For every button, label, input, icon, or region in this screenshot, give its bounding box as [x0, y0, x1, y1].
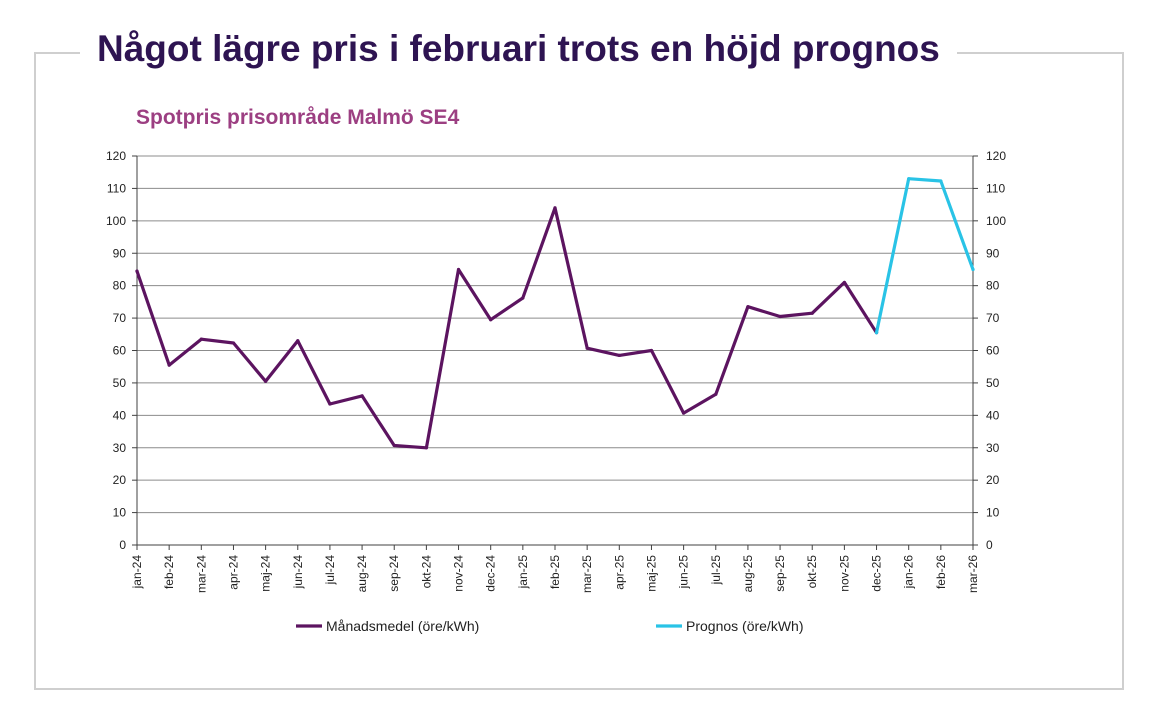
data-point: 30.7	[392, 443, 396, 448]
y-tick-label-right: 50	[986, 376, 1000, 390]
x-tick-label: apr-24	[226, 555, 240, 590]
x-tick-label: okt-25	[805, 555, 819, 589]
x-tick-label: nov-25	[837, 555, 851, 592]
x-tick-label: feb-25	[548, 555, 562, 589]
y-tick-label-right: 120	[986, 149, 1006, 163]
data-point: 60.7	[585, 346, 589, 350]
y-axis-right: 0 10 20 30 40 50 60 70 80 90 100 110 120	[986, 149, 1006, 552]
x-tick-label: jun-24	[291, 555, 305, 590]
x-tick-label: jan-24	[130, 555, 144, 590]
y-tick-label-right: 20	[986, 473, 1000, 487]
series-lines: 84.5 55.5 63.5 62.3 50.5 63 43.5 46 30.7 30 85 69.5…	[135, 177, 975, 450]
data-point: 104	[553, 206, 557, 210]
data-point: 46	[360, 394, 364, 398]
data-point: 60	[649, 348, 654, 353]
data-point: 40.7	[682, 411, 686, 415]
x-tick-label: mar-25	[580, 555, 594, 593]
y-tick-label-right: 80	[986, 279, 1000, 293]
x-tick-label: aug-25	[741, 555, 755, 593]
data-point: 112.3	[939, 179, 943, 183]
data-point: 65.5	[874, 331, 879, 335]
x-axis: jan-24 feb-24 mar-24 apr-24 maj-24 jun-24 jul-…	[130, 555, 980, 593]
y-tick-label-left: 120	[106, 149, 126, 163]
x-tick-label: sep-24	[387, 555, 401, 592]
data-point: 63.5	[199, 337, 203, 341]
data-point: 76.2	[521, 296, 525, 300]
x-tick-label: mar-26	[966, 555, 980, 593]
data-point: 69.5	[489, 318, 493, 322]
data-point: 62.3	[231, 341, 236, 345]
y-tick-label-left: 50	[113, 376, 127, 390]
data-point: 73.5	[746, 305, 750, 309]
data-point: 55.5	[167, 363, 171, 367]
y-tick-label-right: 30	[986, 441, 1000, 455]
x-tick-label: feb-24	[162, 555, 176, 589]
x-tick-label: jan-25	[516, 555, 530, 590]
x-tick-label: maj-25	[644, 555, 658, 592]
y-tick-label-left: 80	[113, 279, 127, 293]
data-point: 85	[456, 267, 461, 272]
y-tick-label-left: 20	[113, 473, 127, 487]
axes	[132, 155, 978, 550]
x-tick-label: nov-24	[452, 555, 466, 592]
series-1: 84.5 55.5 63.5 62.3 50.5 63 43.5 46 30.7 30 85 69.5…	[135, 206, 879, 450]
x-tick-label: mar-24	[194, 555, 208, 593]
y-tick-label-left: 90	[113, 246, 127, 260]
y-tick-label-right: 40	[986, 408, 1000, 422]
y-tick-label-left: 100	[106, 214, 126, 228]
legend-item-2: Prognos (öre/kWh)	[656, 618, 803, 634]
series-line	[874, 177, 975, 335]
grid-lines	[137, 155, 973, 514]
data-point: 63	[296, 339, 300, 343]
y-tick-label-right: 10	[986, 506, 1000, 520]
x-tick-label: aug-24	[355, 555, 369, 593]
x-tick-label: jul-25	[709, 555, 723, 586]
x-tick-label: maj-24	[259, 555, 273, 592]
data-point: 85	[971, 267, 975, 272]
y-tick-label-right: 110	[986, 181, 1005, 195]
data-point: 46.5	[714, 392, 718, 396]
y-tick-label-right: 100	[986, 214, 1006, 228]
chart-title: Spotpris prisområde Malmö SE4	[136, 106, 460, 129]
series-2: 65.5 113 112.3 85	[874, 177, 975, 335]
data-point: 58.5	[617, 353, 621, 357]
x-tick-label: dec-25	[870, 555, 884, 592]
y-tick-label-left: 110	[107, 181, 126, 195]
data-point: 70.5	[778, 314, 782, 319]
y-tick-label-left: 30	[113, 441, 127, 455]
legend-item-1: Månadsmedel (öre/kWh)	[296, 618, 479, 634]
data-point: 30	[424, 446, 428, 450]
y-tick-label-left: 60	[113, 344, 127, 358]
data-point: 84.5	[135, 269, 139, 273]
x-tick-label: feb-26	[934, 555, 948, 589]
data-point: 50.5	[264, 379, 268, 383]
data-point: 43.5	[328, 402, 332, 406]
legend: Månadsmedel (öre/kWh) Prognos (öre/kWh)	[296, 618, 803, 634]
x-tick-label: dec-24	[484, 555, 498, 592]
y-tick-label-left: 10	[113, 506, 127, 520]
y-tick-label-right: 0	[986, 538, 993, 552]
y-tick-label-right: 90	[986, 246, 1000, 260]
y-tick-label-left: 40	[113, 408, 127, 422]
x-tick-label: jul-24	[323, 555, 337, 586]
y-tick-label-left: 70	[113, 311, 127, 325]
x-tick-label: sep-25	[773, 555, 787, 592]
y-tick-label-right: 70	[986, 311, 1000, 325]
y-tick-label-left: 0	[119, 538, 126, 552]
x-tick-label: apr-25	[612, 555, 626, 590]
y-axis-left: 0 10 20 30 40 50 60 70 80 90 100 110 120	[106, 149, 126, 552]
data-point: 113	[907, 177, 911, 181]
page-title: Något lägre pris i februari trots en höj…	[80, 22, 957, 76]
data-point: 81	[842, 280, 846, 285]
data-point: 71.5	[810, 311, 814, 315]
y-tick-label-right: 60	[986, 344, 1000, 358]
series-line	[135, 206, 879, 450]
x-tick-label: jan-26	[902, 555, 916, 590]
legend-label: Prognos (öre/kWh)	[686, 618, 803, 634]
x-tick-label: jun-25	[677, 555, 691, 590]
legend-label: Månadsmedel (öre/kWh)	[326, 618, 479, 634]
x-tick-label: okt-24	[419, 555, 433, 589]
